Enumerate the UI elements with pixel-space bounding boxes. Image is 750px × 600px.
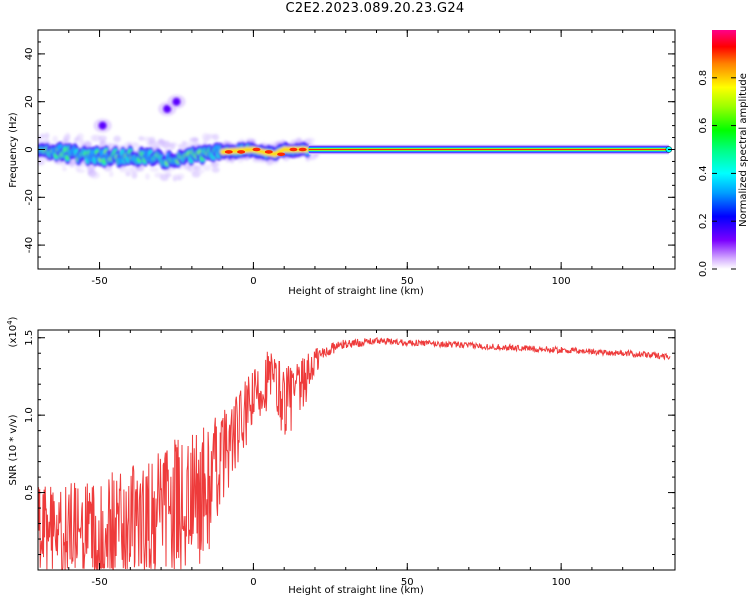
- spectrogram-halo-cell: [161, 141, 171, 149]
- spectrogram-stray-feature: [163, 104, 172, 113]
- spectrogram-halo-cell: [204, 133, 213, 141]
- snr-y-scale-label: (x104): [6, 316, 19, 347]
- spectrogram-halo-cell: [83, 140, 92, 148]
- spectrogram-blobs: [38, 132, 320, 182]
- spectrogram-halo-cell: [169, 143, 176, 150]
- spectrogram-halo-cell: [52, 135, 59, 143]
- snr-y-tick-label: 0.5: [24, 485, 35, 501]
- spectrogram-halo-cell: [98, 135, 107, 142]
- spectrogram-halo-cell: [60, 161, 67, 167]
- chart-title: C2E2.2023.089.20.23.G24: [285, 1, 465, 16]
- spectrogram-y-tick-label: -20: [24, 189, 35, 205]
- spectrogram-halo-cell: [64, 132, 71, 139]
- spectrogram-halo-cell: [211, 166, 220, 173]
- spectrogram-stray-feature: [172, 97, 181, 106]
- spectrogram-halo-cell: [89, 171, 100, 179]
- spectrogram-halo-cell: [148, 136, 156, 143]
- spectrogram-y-tick-label: 0: [24, 146, 35, 152]
- spectrogram-peak-cell: [224, 150, 233, 154]
- spectrogram-halo-cell: [99, 139, 107, 148]
- spectrogram-x-tick-label: 50: [401, 276, 414, 287]
- colorbar-label: Normalized spectral amplitude: [738, 73, 749, 227]
- snr-y-ticks: 0.5 1.0 1.5: [24, 330, 675, 556]
- colorbar-tick-label: 0.6: [698, 118, 709, 134]
- colorbar: 0.0 0.2 0.4 0.6 0.8 Normalized spectral ampl…: [698, 30, 749, 277]
- snr-x-ticks: -50 0 50 100: [37, 330, 654, 588]
- spectrogram-y-tick-label: 20: [24, 95, 35, 108]
- colorbar-gradient-bar: [712, 30, 736, 269]
- spectrogram-x-tick-label: -50: [91, 276, 107, 287]
- spectrogram-halo-cell: [76, 168, 86, 174]
- spectrogram-heat-layer: [38, 94, 673, 182]
- snr-y-tick-label: 1.5: [24, 330, 35, 346]
- spectrogram-stable-band: [308, 149, 669, 150]
- spectrogram-y-ticks: -40 -20 0 20 40: [24, 29, 675, 270]
- spectrogram-halo-cell: [192, 137, 199, 143]
- snr-y-axis-label: SNR (10 * v/v): [8, 414, 19, 485]
- spectrogram-halo-cell: [161, 176, 169, 181]
- spectrogram-halo-cell: [182, 142, 193, 148]
- colorbar-tick-label: 0.0: [698, 261, 709, 277]
- snr-y-tick-label: 1.0: [24, 407, 35, 423]
- spectrogram-halo-cell: [203, 164, 212, 172]
- spectrogram-halo-cell: [131, 171, 138, 179]
- spectrogram-halo-cell: [132, 143, 141, 150]
- spectrogram-halo-cell: [149, 167, 160, 172]
- spectrogram-x-tick-label: 0: [250, 276, 256, 287]
- spectrogram-peak-cell: [277, 152, 286, 157]
- spectrogram-halo-cell: [62, 166, 67, 172]
- spectrogram-halo-cell: [306, 137, 315, 143]
- spectrogram-halo-cell: [40, 133, 46, 139]
- spectrogram-peak-cell: [289, 147, 298, 152]
- spectrogram-peak-cell: [298, 147, 307, 152]
- spectrogram-halo-cell: [197, 169, 205, 174]
- colorbar-tick-label: 0.4: [698, 165, 709, 181]
- spectrogram-peak-cell: [252, 147, 261, 152]
- snr-x-axis-label: Height of straight line (km): [288, 585, 424, 596]
- snr-x-tick-label: 50: [401, 577, 414, 588]
- spectrogram-stray-feature: [98, 121, 107, 130]
- spectrogram-y-tick-label: 40: [24, 48, 35, 61]
- spectrogram-halo-cell: [108, 171, 114, 178]
- snr-frame: [37, 329, 676, 571]
- spectrogram-halo-cell: [193, 165, 202, 171]
- snr-series-line: [38, 337, 671, 570]
- spectrogram-x-tick-label: 100: [552, 276, 571, 287]
- spectrogram-panel: -50 0 50 100 -40 -20 0 20 40 Height of straight…: [8, 29, 676, 297]
- spectrogram-x-ticks: -50 0 50 100: [37, 30, 654, 287]
- snr-panel: -50 0 50 100 0.5 1.0 1.5 Height of straight l…: [6, 316, 676, 596]
- spectrogram-y-tick-label: -40: [24, 237, 35, 253]
- spectrogram-halo-cell: [44, 132, 50, 139]
- spectrogram-halo-cell: [165, 172, 172, 178]
- spectrogram-halo-cell: [113, 135, 121, 143]
- spectrogram-cell: [304, 146, 310, 153]
- spectrogram-x-axis-label: Height of straight line (km): [288, 286, 424, 297]
- snr-plot-area: [38, 330, 675, 570]
- spectrogram-halo-cell: [177, 173, 185, 180]
- colorbar-tick-label: 0.2: [698, 213, 709, 229]
- spectrogram-halo-cell: [210, 161, 220, 168]
- spectrogram-halo-cell: [86, 164, 96, 171]
- colorbar-ticks: 0.0 0.2 0.4 0.6 0.8: [698, 70, 736, 277]
- spectrogram-halo-cell: [145, 173, 150, 180]
- spectrogram-halo-cell: [77, 133, 84, 140]
- snr-x-tick-label: -50: [91, 577, 107, 588]
- spectrogram-halo-cell: [138, 136, 145, 141]
- spectrogram-peak-cell: [237, 150, 246, 154]
- spectrogram-y-axis-label: Frequency (Hz): [8, 112, 19, 188]
- snr-x-tick-label: 100: [552, 577, 571, 588]
- spectrogram-halo-cell: [212, 133, 219, 141]
- spectrogram-peak-cell: [264, 150, 273, 154]
- snr-x-tick-label: 0: [250, 577, 256, 588]
- spectrogram-halo-cell: [41, 139, 51, 145]
- colorbar-tick-label: 0.8: [698, 70, 709, 86]
- spectrogram-halo-cell: [92, 134, 102, 142]
